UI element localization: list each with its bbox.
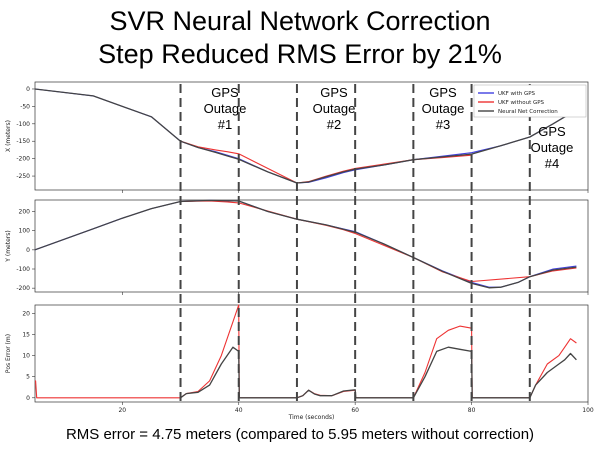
series-line-neural-net-correction — [34, 199, 577, 289]
y-tick-label: -200 — [16, 156, 30, 163]
y-tick-label: -150 — [16, 138, 30, 145]
series-line-ukf-without-gps — [180, 200, 577, 283]
plot-frame — [34, 304, 589, 403]
title-line-1: SVR Neural Network Correction — [109, 6, 491, 36]
outage-label-line: #2 — [327, 117, 341, 132]
y-tick-label: -250 — [16, 173, 30, 180]
outage-label-line: GPS — [320, 85, 348, 100]
caption: RMS error = 4.75 meters (compared to 5.9… — [65, 426, 535, 443]
outage-label-line: #3 — [436, 117, 450, 132]
y-tick-label: 20 — [22, 310, 30, 317]
y-tick-label: 0 — [26, 86, 30, 93]
outage-label-line: GPS — [538, 124, 566, 139]
y-tick-label: 200 — [19, 209, 31, 216]
y-tick-label: -100 — [16, 266, 30, 273]
y-tick-label: -50 — [20, 103, 30, 110]
x-axis-label: Time (seconds) — [288, 414, 335, 421]
outage-label-line: Outage — [422, 101, 465, 116]
outage-label-line: Outage — [313, 101, 356, 116]
outage-label-line: GPS — [429, 85, 457, 100]
outage-label-1: GPS Outage #1 — [204, 85, 247, 132]
legend-entry: Neural Net Correction — [498, 109, 558, 115]
y-tick-label: 0 — [26, 247, 30, 254]
x-tick-label: 20 — [118, 407, 126, 414]
x-tick-label: 60 — [351, 407, 359, 414]
y-tick-label: 10 — [22, 353, 30, 360]
y-tick-label: 0 — [26, 395, 30, 402]
series-line-neural-net-correction — [34, 88, 577, 184]
outage-label-3: GPS Outage #3 — [422, 85, 465, 132]
x-tick-label: 40 — [235, 407, 243, 414]
title-line-2: Step Reduced RMS Error by 21% — [98, 39, 502, 69]
x-tick-label: 80 — [468, 407, 476, 414]
panel-3: 0 5 10 15 20 20 40 60 80 100 Pos Error (m) Time (se… — [5, 304, 594, 421]
outage-label-line: Outage — [531, 140, 574, 155]
legend-entry: UKF without GPS — [498, 100, 545, 106]
outage-label-line: #1 — [218, 117, 232, 132]
panel-2: 200 100 0 -100 -200 Y (meters) — [5, 199, 589, 295]
legend: UKF with GPS UKF without GPS Neural Net Co… — [473, 84, 587, 118]
y-tick-label: -200 — [16, 285, 30, 292]
y-axis-label: Y (meters) — [5, 230, 12, 262]
outage-label-2: GPS Outage #2 — [313, 85, 356, 132]
y-tick-label: -100 — [16, 121, 30, 128]
y-tick-label: 100 — [19, 228, 31, 235]
outage-label-4: GPS Outage #4 — [531, 124, 574, 171]
x-tick-label: 100 — [582, 407, 594, 414]
y-tick-label: 15 — [22, 332, 30, 339]
plot-frame — [34, 199, 589, 293]
y-axis-label: Pos Error (m) — [5, 334, 12, 373]
outage-label-line: #4 — [545, 156, 559, 171]
outage-label-line: GPS — [211, 85, 239, 100]
legend-entry: UKF with GPS — [498, 91, 536, 97]
y-tick-label: 5 — [26, 374, 30, 381]
series-line-neural-net-correction — [180, 346, 577, 399]
y-axis-label: X (meters) — [5, 120, 12, 152]
outage-label-line: Outage — [204, 101, 247, 116]
